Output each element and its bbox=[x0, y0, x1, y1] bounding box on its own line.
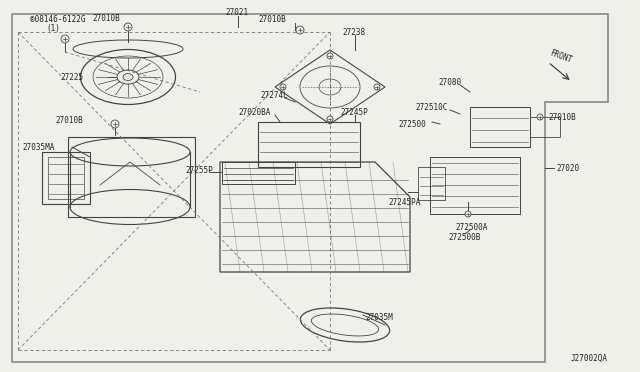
Text: 272500: 272500 bbox=[398, 119, 426, 128]
Text: (1): (1) bbox=[46, 23, 60, 32]
Text: 27245P: 27245P bbox=[340, 108, 368, 116]
Text: 27010B: 27010B bbox=[548, 112, 576, 122]
Ellipse shape bbox=[465, 211, 471, 217]
Text: ®08146-6122G: ®08146-6122G bbox=[30, 15, 86, 23]
Ellipse shape bbox=[537, 114, 543, 120]
Text: 272500B: 272500B bbox=[448, 232, 481, 241]
Text: 27274L: 27274L bbox=[260, 90, 288, 99]
Text: 27020: 27020 bbox=[556, 164, 579, 173]
Ellipse shape bbox=[124, 23, 132, 31]
Text: 27010B: 27010B bbox=[92, 13, 120, 22]
Text: 27021: 27021 bbox=[225, 7, 248, 16]
Text: 27035MA: 27035MA bbox=[22, 142, 54, 151]
Ellipse shape bbox=[296, 26, 304, 34]
Text: FRONT: FRONT bbox=[548, 49, 573, 65]
Text: 272500A: 272500A bbox=[455, 222, 488, 231]
Text: 27225: 27225 bbox=[60, 73, 83, 81]
Text: 27010B: 27010B bbox=[258, 15, 285, 23]
Text: 27238: 27238 bbox=[342, 28, 365, 36]
Ellipse shape bbox=[61, 35, 69, 43]
Text: 27080: 27080 bbox=[438, 77, 461, 87]
Text: 27010B: 27010B bbox=[55, 115, 83, 125]
Text: 27255P: 27255P bbox=[185, 166, 212, 174]
Ellipse shape bbox=[111, 120, 119, 128]
Ellipse shape bbox=[327, 116, 333, 122]
Text: J27002QA: J27002QA bbox=[571, 353, 608, 362]
Text: 27020BA: 27020BA bbox=[238, 108, 270, 116]
Ellipse shape bbox=[117, 70, 139, 84]
Ellipse shape bbox=[374, 84, 380, 90]
Ellipse shape bbox=[327, 53, 333, 59]
Text: 27035M: 27035M bbox=[365, 312, 393, 321]
Text: 272510C: 272510C bbox=[415, 103, 447, 112]
Text: 27245PA: 27245PA bbox=[388, 198, 420, 206]
Ellipse shape bbox=[280, 84, 286, 90]
